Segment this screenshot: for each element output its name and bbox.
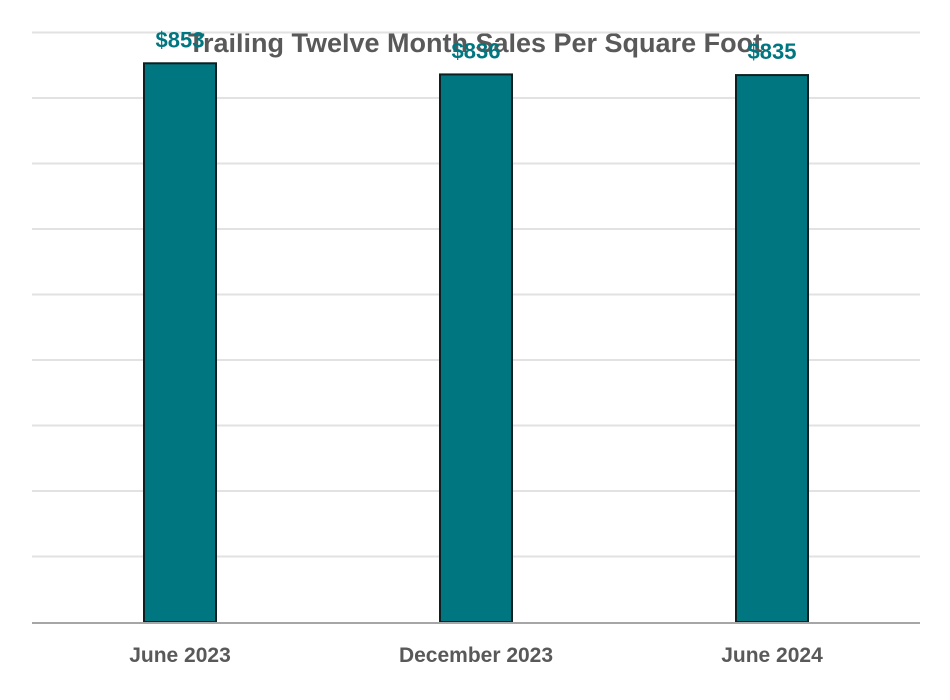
x-tick-label: June 2023	[129, 644, 231, 667]
bars	[143, 62, 809, 624]
x-tick-label: June 2024	[721, 644, 823, 667]
data-label: $853	[156, 27, 205, 52]
data-label: $836	[452, 38, 501, 63]
x-axis: June 2023 December 2023 June 2024	[32, 622, 920, 667]
bar	[735, 74, 809, 623]
x-tick-label: December 2023	[399, 644, 553, 667]
bar	[143, 62, 217, 624]
data-label: $835	[748, 39, 797, 64]
data-labels: $853 $836 $835	[156, 27, 797, 64]
bar	[439, 73, 513, 624]
